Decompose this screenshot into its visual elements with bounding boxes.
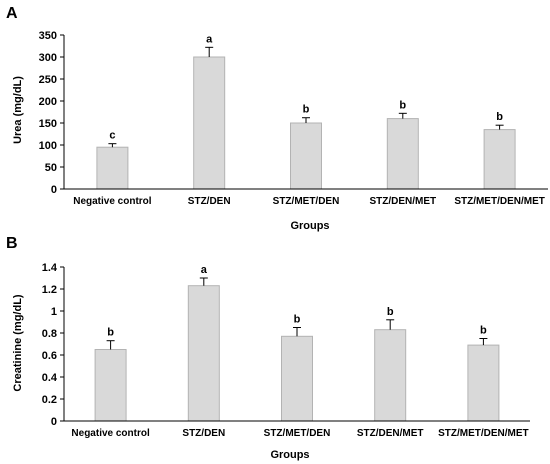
panel-b-category-label: STZ/MET/DEN/MET <box>438 428 529 439</box>
panel-b-bar <box>94 349 127 422</box>
panel-b-y-tick-label: 0.6 <box>42 350 57 362</box>
panel-a-category-label: Negative control <box>73 196 152 207</box>
panel-a-category-label: STZ/DEN/MET <box>369 196 436 207</box>
panel-b-y-tick-label: 0 <box>51 416 57 428</box>
panel-a-y-tick-label: 100 <box>39 140 57 152</box>
panel-b-significance-label: b <box>387 306 394 318</box>
panel-a-bar <box>193 56 226 190</box>
panel-a-significance-label: b <box>399 99 406 111</box>
panel-a-significance-label: b <box>303 104 310 116</box>
panel-b-category-label: STZ/DEN/MET <box>357 428 424 439</box>
panel-a-y-tick-label: 150 <box>39 118 57 130</box>
panel-b: B Creatinine (mg/dL) Groups 0 0.2 0.4 0.6 0.… <box>6 235 530 461</box>
panel-a-bar <box>483 129 516 190</box>
panel-b-y-tick-label: 0.4 <box>42 372 58 384</box>
panel-a-significance-label: c <box>109 130 115 142</box>
panel-b-significance-label: a <box>201 264 208 276</box>
panel-a-bar <box>96 146 129 190</box>
panel-b-y-tick-label: 0.8 <box>42 328 57 340</box>
panel-b-significance-label: b <box>107 327 114 339</box>
panel-b-bar <box>187 285 220 422</box>
panel-a-y-tick-label: 0 <box>51 184 57 196</box>
panel-b-significance-label: b <box>294 314 301 326</box>
panel-b-category-label: Negative control <box>71 428 150 439</box>
panel-b-x-axis-title: Groups <box>270 449 309 461</box>
panel-a: A Urea (mg/dL) Groups 0 50 100 150 200 250 300… <box>6 5 548 232</box>
panel-a-y-tick-label: 200 <box>39 96 57 108</box>
panel-a-category-label: STZ/MET/DEN <box>273 196 340 207</box>
panel-a-category-label: STZ/MET/DEN/MET <box>454 196 545 207</box>
panel-b-bar <box>374 329 407 422</box>
panel-a-y-tick-label: 250 <box>39 74 57 86</box>
panel-a-y-tick-label: 350 <box>39 30 57 42</box>
panel-a-significance-label: b <box>496 111 503 123</box>
panel-a-y-axis-title: Urea (mg/dL) <box>12 76 24 144</box>
panel-b-y-tick-label: 1 <box>51 306 57 318</box>
panel-b-y-tick-label: 1.2 <box>42 284 57 296</box>
panel-b-label: B <box>6 235 18 252</box>
panel-a-significance-label: a <box>206 33 213 45</box>
panel-b-y-tick-label: 1.4 <box>42 262 58 274</box>
panel-b-category-label: STZ/DEN <box>182 428 225 439</box>
panel-a-x-axis-title: Groups <box>290 220 329 232</box>
panel-b-y-tick-label: 0.2 <box>42 394 57 406</box>
panel-a-bar <box>290 122 322 190</box>
panel-b-bar <box>467 344 500 422</box>
panel-b-y-axis-title: Creatinine (mg/dL) <box>12 294 24 392</box>
panel-b-category-label: STZ/MET/DEN <box>264 428 331 439</box>
panel-a-y-tick-label: 300 <box>39 52 57 64</box>
panel-b-significance-label: b <box>480 325 487 337</box>
panel-a-bar <box>386 118 419 190</box>
panel-b-bar <box>281 335 313 422</box>
panel-a-y-tick-label: 50 <box>45 162 57 174</box>
panel-a-label: A <box>6 5 18 22</box>
panel-a-category-label: STZ/DEN <box>188 196 231 207</box>
